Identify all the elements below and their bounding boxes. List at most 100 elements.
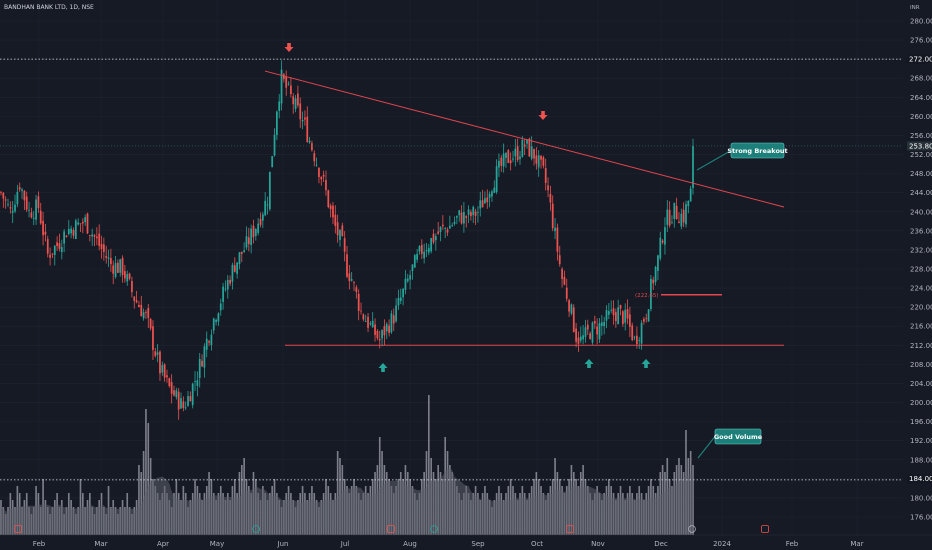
- candle-body: [589, 333, 592, 340]
- candle-body: [264, 200, 267, 216]
- candle-body: [72, 229, 75, 236]
- candle-body: [687, 200, 690, 207]
- candle-body: [563, 276, 566, 285]
- candle-body: [582, 335, 584, 340]
- candle-body: [194, 381, 196, 382]
- y-tick-label: 224.00: [910, 285, 932, 293]
- volume-reference-badge: 184.00: [907, 474, 932, 484]
- candle-body: [404, 278, 407, 290]
- down-arrow-icon: [284, 43, 294, 52]
- volume-bar: [145, 409, 147, 535]
- callout-text: Strong Breakout: [727, 147, 787, 155]
- candle-body: [470, 212, 472, 217]
- candle-body: [156, 352, 159, 355]
- candle-body: [381, 330, 383, 339]
- candle-body: [292, 96, 295, 105]
- candle-body: [556, 227, 559, 252]
- candle-body: [131, 281, 133, 293]
- candle-body: [9, 207, 12, 209]
- candle-body: [308, 140, 311, 143]
- candle-body: [423, 251, 426, 259]
- candle-body: [42, 220, 44, 236]
- y-tick-label: 200.00: [910, 399, 932, 407]
- candle-body: [647, 309, 650, 322]
- candle-body: [60, 247, 63, 253]
- candle-body: [411, 264, 414, 272]
- y-tick-label: 188.00: [910, 456, 932, 464]
- candle-body: [584, 327, 587, 337]
- candle-body: [39, 210, 42, 224]
- candle-body: [614, 312, 617, 322]
- candle-body: [98, 233, 101, 246]
- candle-body: [332, 205, 334, 218]
- candle-body: [95, 236, 98, 239]
- candle-body: [502, 153, 505, 167]
- currency-label: INR: [910, 5, 920, 11]
- candle-body: [254, 229, 257, 236]
- candle-body: [643, 318, 645, 322]
- candle-body: [626, 309, 629, 319]
- candle-body: [226, 279, 229, 290]
- candle-body: [645, 318, 648, 320]
- candle-body: [593, 320, 596, 324]
- y-tick-label: 244.00: [910, 189, 932, 197]
- candle-body: [495, 166, 498, 193]
- candle-body: [318, 167, 320, 178]
- candle-body: [507, 150, 510, 163]
- candle-body: [444, 228, 447, 229]
- event-marker-icon: [430, 525, 438, 533]
- candle-body: [201, 360, 203, 367]
- candle-body: [671, 222, 673, 224]
- candle-body: [500, 157, 503, 166]
- candle-body: [621, 311, 624, 325]
- candle-body: [526, 139, 528, 144]
- candle-body: [44, 231, 47, 235]
- candle-body: [327, 190, 330, 208]
- candle-body: [135, 300, 138, 303]
- candle-body: [650, 278, 652, 310]
- candle-body: [420, 244, 423, 254]
- candle-body: [540, 155, 542, 160]
- candle-body: [448, 225, 451, 229]
- candle-body: [133, 296, 136, 301]
- price-level-label: (222.65): [635, 293, 659, 299]
- candle-body: [336, 222, 339, 236]
- x-tick-label: Mar: [850, 540, 863, 548]
- good-volume-callout: Good Volume: [697, 428, 763, 459]
- callout-box: [714, 428, 762, 445]
- event-marker-icon: [761, 525, 769, 533]
- candle-body: [598, 323, 601, 340]
- callout-pointer: [696, 149, 732, 171]
- candle-body: [79, 223, 82, 225]
- candle-body: [348, 273, 351, 282]
- candle-body: [692, 145, 694, 188]
- candle-body: [397, 297, 400, 306]
- candle-body: [329, 205, 332, 210]
- candle-body: [313, 153, 316, 162]
- candle-body: [149, 318, 152, 329]
- candle-body: [633, 336, 636, 338]
- candle-body: [273, 134, 276, 156]
- candle-body: [198, 358, 201, 378]
- candle-body: [509, 160, 512, 164]
- candle-body: [229, 279, 231, 284]
- candle-body: [21, 189, 23, 192]
- candle-body: [177, 391, 180, 410]
- candle-body: [434, 236, 437, 241]
- candle-body: [577, 337, 580, 344]
- x-tick-label: Mar: [94, 540, 107, 548]
- volume-bar: [336, 451, 339, 535]
- svg-text:184.00: 184.00: [909, 475, 932, 483]
- candle-body: [81, 221, 84, 224]
- candle-body: [247, 237, 250, 245]
- candle-body: [477, 212, 479, 213]
- candle-body: [238, 252, 241, 265]
- candle-body: [147, 307, 150, 319]
- lines-layer: (222.65): [0, 58, 903, 481]
- candle-body: [638, 340, 641, 341]
- candle-body: [334, 214, 337, 226]
- candle-body: [304, 117, 306, 120]
- candle-body: [385, 324, 388, 332]
- candle-body: [271, 156, 274, 168]
